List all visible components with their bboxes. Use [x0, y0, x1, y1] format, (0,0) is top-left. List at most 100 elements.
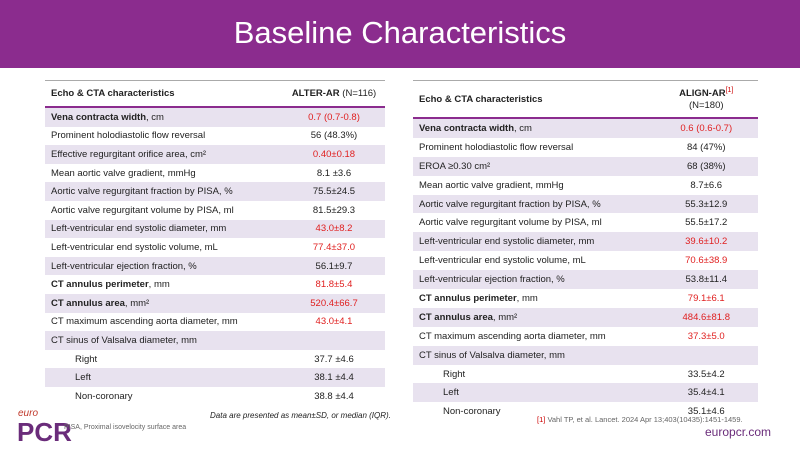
- value-cell: 8.1 ±3.6: [283, 164, 385, 183]
- label: , mm²: [492, 311, 518, 323]
- value: 56.1±9.7: [315, 260, 353, 272]
- value: 8.7±6.6: [690, 179, 723, 191]
- value: 70.6±38.9: [685, 255, 728, 267]
- value: 75.5±24.5: [312, 186, 356, 198]
- label: Right: [75, 353, 98, 365]
- table-row: Right 37.7 ±4.6: [45, 350, 385, 369]
- label: Left: [75, 372, 91, 384]
- value: 68 (38%): [686, 160, 726, 172]
- label-cell: Aortic valve regurgitant volume by PISA,…: [45, 201, 283, 220]
- label: Prominent holodiastolic flow reversal: [51, 130, 206, 142]
- label: Left-ventricular end systolic volume, mL: [419, 255, 586, 267]
- value: 0.40±0.18: [312, 148, 356, 160]
- table-row: Vena contracta width, cm 0.6 (0.6-0.7): [413, 118, 758, 138]
- value: 37.3±5.0: [687, 330, 725, 342]
- header-cell: Echo & CTA characteristics: [45, 80, 283, 108]
- header-cell: ALIGN-AR[1] (N=180): [654, 80, 758, 119]
- value-cell: 484.6±81.8: [654, 307, 758, 327]
- value-cell: 0.6 (0.6-0.7): [654, 118, 758, 138]
- label-cell: Left-ventricular end systolic volume, mL: [45, 238, 283, 257]
- table-row: Prominent holodiastolic flow reversal 84 …: [413, 138, 758, 157]
- label-cell: Left-ventricular end systolic diameter, …: [413, 232, 655, 252]
- label: CT maximum ascending aorta diameter, mm: [51, 316, 238, 328]
- value: 39.6±10.2: [685, 236, 728, 248]
- table-row: Left-ventricular end systolic volume, mL…: [413, 251, 758, 270]
- value-cell: 33.5±4.2: [655, 365, 759, 384]
- label-cell: Left: [45, 368, 283, 387]
- table-row: Effective regurgitant orifice area, cm² 0…: [45, 145, 385, 164]
- value: 8.1 ±3.6: [316, 167, 352, 179]
- label-cell: Non-coronary: [45, 387, 283, 406]
- label: CT maximum ascending aorta diameter, mm: [419, 330, 606, 342]
- label: Aortic valve regurgitant fraction by PIS…: [51, 186, 233, 198]
- value-cell: 37.3±5.0: [655, 327, 759, 346]
- label: Left: [443, 387, 459, 399]
- label-cell: CT annulus perimeter, mm: [413, 289, 655, 308]
- label: CT sinus of Valsalva diameter, mm: [419, 349, 565, 361]
- value-cell: 77.4±37.0: [283, 238, 385, 257]
- label-cell: CT annulus area, mm²: [45, 293, 283, 313]
- study-name: ALIGN-AR: [679, 88, 726, 100]
- value-cell: 56 (48.3%): [283, 127, 385, 146]
- label-bold: CT annulus perimeter: [51, 279, 149, 291]
- value-cell: [654, 345, 758, 365]
- label-cell: CT sinus of Valsalva diameter, mm: [45, 331, 283, 350]
- title-bar: Baseline Characteristics: [0, 0, 800, 68]
- label: Left-ventricular end systolic volume, mL: [51, 241, 218, 253]
- label: Left-ventricular ejection fraction, %: [419, 274, 565, 286]
- value-cell: 0.7 (0.7-0.8): [283, 107, 385, 127]
- label: Non-coronary: [443, 406, 501, 418]
- table-row: Aortic valve regurgitant volume by PISA,…: [45, 201, 385, 220]
- label-cell: CT maximum ascending aorta diameter, mm: [45, 313, 283, 332]
- table-row: Left-ventricular ejection fraction, % 53.…: [413, 270, 758, 290]
- label-cell: Right: [413, 365, 655, 384]
- label-bold: CT annulus area: [51, 297, 125, 309]
- table-row: Aortic valve regurgitant fraction by PIS…: [413, 194, 758, 214]
- value: 520.4±66.7: [310, 297, 358, 309]
- value: 56 (48.3%): [310, 130, 358, 142]
- label-cell: Mean aortic valve gradient, mmHg: [413, 176, 655, 195]
- label: Effective regurgitant orifice area, cm²: [51, 148, 207, 160]
- value-cell: 81.5±29.3: [283, 201, 385, 220]
- label: , mm: [516, 292, 538, 304]
- table-row: EROA ≥0.30 cm² 68 (38%): [413, 156, 758, 176]
- value: 55.3±12.9: [685, 198, 728, 210]
- label: , mm²: [124, 297, 150, 309]
- value: 79.1±6.1: [687, 292, 725, 304]
- value-cell: 38.8 ±4.4: [283, 387, 385, 406]
- value: 484.6±81.8: [682, 311, 730, 323]
- table-row: Left 38.1 ±4.4: [45, 368, 385, 387]
- label-cell: Left-ventricular end systolic diameter, …: [45, 219, 283, 239]
- label-cell: Left-ventricular ejection fraction, %: [413, 270, 655, 290]
- value: 35.4±4.1: [687, 387, 725, 399]
- label-cell: CT annulus perimeter, mm: [45, 275, 283, 294]
- value: 33.5±4.2: [687, 368, 725, 380]
- label: , cm: [146, 111, 164, 123]
- label-cell: Effective regurgitant orifice area, cm²: [45, 145, 283, 164]
- value: 43.0±8.2: [315, 223, 353, 235]
- table-row: Prominent holodiastolic flow reversal 56 …: [45, 127, 385, 146]
- value-cell: 75.5±24.5: [283, 182, 385, 201]
- label: Aortic valve regurgitant volume by PISA,…: [51, 204, 234, 216]
- value-cell: 55.5±17.2: [655, 213, 759, 232]
- label-bold: Vena contracta width: [419, 122, 515, 134]
- value-cell: 520.4±66.7: [283, 293, 385, 313]
- reference-text: Vahl TP, et al. Lancet. 2024 Apr 13;403(…: [547, 415, 743, 424]
- header-row: Echo & CTA characteristics ALIGN-AR[1] (N…: [413, 80, 758, 119]
- label: CT sinus of Valsalva diameter, mm: [51, 334, 197, 346]
- label-cell: CT annulus area, mm²: [413, 307, 655, 327]
- value-cell: 0.40±0.18: [283, 145, 385, 164]
- label: Non-coronary: [75, 390, 133, 402]
- header-cell: ALTER-AR (N=116): [283, 80, 385, 108]
- note: Data are presented as mean±SD, or median…: [210, 411, 391, 420]
- label-cell: Left-ventricular ejection fraction, %: [45, 256, 283, 276]
- table-row: Vena contracta width, cm 0.7 (0.7-0.8): [45, 107, 385, 127]
- value: 84 (47%): [686, 141, 726, 153]
- value: 0.7 (0.7-0.8): [308, 111, 360, 123]
- table-row: Non-coronary 38.8 ±4.4: [45, 387, 385, 406]
- table-row: CT annulus perimeter, mm 79.1±6.1: [413, 289, 758, 308]
- value: 81.5±29.3: [312, 204, 356, 216]
- value-cell: 35.4±4.1: [654, 383, 758, 403]
- label-cell: Non-coronary: [413, 402, 655, 421]
